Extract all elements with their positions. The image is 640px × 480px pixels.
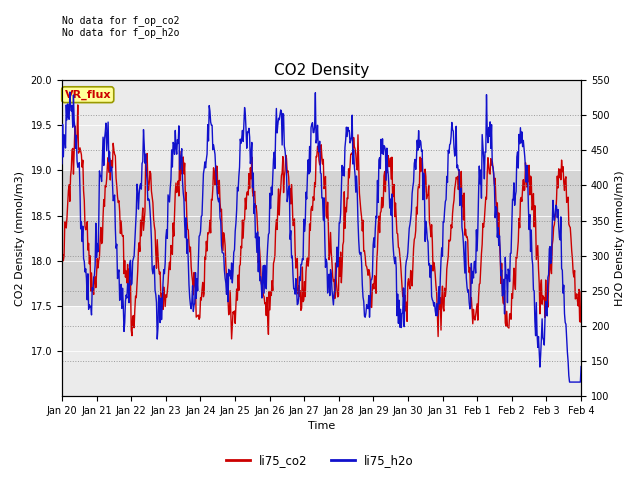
Y-axis label: H2O Density (mmol/m3): H2O Density (mmol/m3) <box>615 170 625 306</box>
Legend: li75_co2, li75_h2o: li75_co2, li75_h2o <box>221 449 419 472</box>
Title: CO2 Density: CO2 Density <box>274 62 369 78</box>
X-axis label: Time: Time <box>308 421 335 432</box>
Y-axis label: CO2 Density (mmol/m3): CO2 Density (mmol/m3) <box>15 170 25 306</box>
Text: No data for f_op_co2
No data for f_op_h2o: No data for f_op_co2 No data for f_op_h2… <box>62 15 179 38</box>
Text: VR_flux: VR_flux <box>65 90 111 100</box>
Bar <box>62 170 581 306</box>
